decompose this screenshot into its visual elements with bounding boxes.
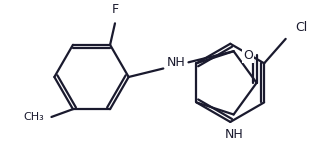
Text: O: O [243, 49, 253, 62]
Text: CH₃: CH₃ [23, 112, 44, 122]
Text: NH: NH [224, 128, 243, 141]
Text: NH: NH [166, 56, 185, 69]
Text: Cl: Cl [295, 21, 308, 34]
Text: F: F [111, 2, 119, 15]
